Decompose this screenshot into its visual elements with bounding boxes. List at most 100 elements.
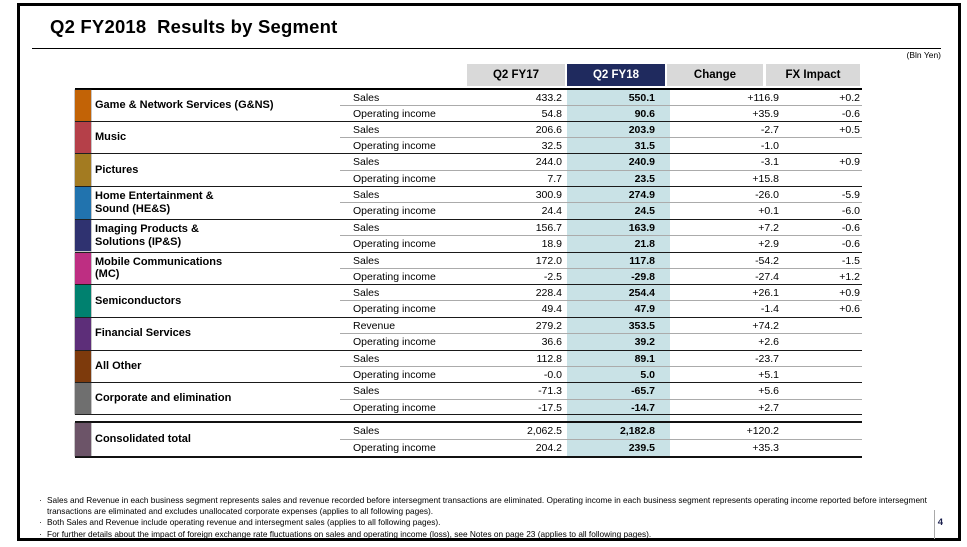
cell-change: -2.7: [760, 123, 779, 136]
row-label: Operating income: [353, 172, 436, 185]
cell-fy17: 172.0: [535, 254, 562, 267]
row-label: Operating income: [353, 139, 436, 152]
cell-fy17: 7.7: [547, 172, 562, 185]
footnotes: · Sales and Revenue in each business segm…: [38, 495, 936, 540]
table-row: Sales 2,062.5 2,182.8 +120.2: [75, 423, 862, 441]
segment-block: All Other Sales 112.8 89.1 -23.7 Operating in…: [75, 349, 862, 383]
table-row: Revenue 279.2 353.5 +74.2: [75, 318, 862, 334]
cell-fy18: 203.9: [628, 123, 655, 136]
cell-fy17: 36.6: [541, 336, 562, 349]
cell-change: -1.0: [760, 139, 779, 152]
segment-name: Pictures: [95, 163, 139, 176]
footnote-bullet: ·: [39, 517, 42, 528]
row-label: Sales: [353, 189, 380, 202]
table-row: Operating income 18.9 21.8 +2.9 -0.6: [75, 235, 862, 252]
segment-name: Financial Services: [95, 327, 191, 340]
segment-color-bar: [75, 121, 91, 154]
cell-fy17: 206.6: [535, 123, 562, 136]
cell-fy17: 300.9: [535, 189, 562, 202]
row-label: Sales: [353, 287, 380, 300]
cell-fy17: 156.7: [535, 221, 562, 234]
cell-fy18: 240.9: [628, 156, 655, 169]
footnote-text: For further details about the impact of …: [47, 528, 652, 539]
table-row: Sales 300.9 274.9 -26.0 -5.9: [75, 187, 862, 203]
row-label: Operating income: [353, 401, 436, 414]
row-label: Operating income: [353, 270, 436, 283]
cell-fy17: -2.5: [543, 270, 562, 283]
column-header-q2fy17: Q2 FY17: [467, 64, 565, 86]
row-label: Operating income: [353, 303, 436, 316]
cell-fx: -5.9: [841, 189, 860, 202]
cell-fy17: 49.4: [541, 303, 562, 316]
cell-fx: -0.6: [841, 221, 860, 234]
cell-fy18: 254.4: [628, 287, 655, 300]
cell-change: -27.4: [755, 270, 779, 283]
cell-fy18: 353.5: [628, 319, 655, 332]
cell-fy18: 47.9: [634, 303, 655, 316]
row-label: Sales: [353, 254, 380, 267]
table-row: Sales 433.2 550.1 +116.9 +0.2: [75, 90, 862, 106]
cell-fx: +0.9: [839, 287, 860, 300]
cell-fy18: 550.1: [628, 92, 655, 104]
page-title: Q2 FY2018 Results by Segment: [50, 16, 338, 37]
table-row: Operating income -17.5 -14.7 +2.7: [75, 398, 862, 416]
segment-block: Financial Services Revenue 279.2 353.5 +74.2…: [75, 316, 862, 350]
cell-change: +2.9: [758, 238, 779, 251]
cell-fy18: -29.8: [631, 270, 655, 283]
row-label: Sales: [353, 385, 380, 398]
segment-name: Game & Network Services (G&NS): [95, 99, 274, 112]
cell-fy17: 24.4: [541, 205, 562, 218]
table-row: Sales -71.3 -65.7 +5.6: [75, 383, 862, 399]
cell-change: +0.1: [758, 205, 779, 218]
cell-change: +2.7: [758, 401, 779, 414]
cell-fy17: 32.5: [541, 139, 562, 152]
cell-fy18: 23.5: [634, 172, 655, 185]
cell-fy17: 433.2: [535, 92, 562, 104]
segment-color-bar: [75, 90, 91, 121]
segment-name: Mobile Communications (MC): [95, 255, 223, 281]
cell-fy17: 18.9: [541, 238, 562, 251]
segment-name: Home Entertainment & Sound (HE&S): [95, 190, 214, 215]
cell-change: +26.1: [752, 287, 779, 300]
cell-fy18: 39.2: [634, 336, 655, 349]
cell-fx: +0.6: [839, 303, 860, 316]
segment-color-bar: [75, 317, 91, 350]
segment-block: Music Sales 206.6 203.9 -2.7 +0.5 Operating in…: [75, 120, 862, 154]
row-label: Operating income: [353, 205, 436, 218]
segment-color-bar: [75, 187, 91, 219]
cell-change: +35.3: [752, 442, 779, 455]
fy18-highlight-band: [567, 88, 670, 457]
table-row: Sales 244.0 240.9 -3.1 +0.9: [75, 154, 862, 170]
segment-color-bar: [75, 154, 91, 187]
segment-name: All Other: [95, 360, 142, 373]
footnote-bullet: ·: [39, 528, 42, 539]
cell-change: -23.7: [755, 352, 779, 365]
cell-fy18: 31.5: [634, 139, 655, 152]
segment-color-bar: [75, 252, 91, 285]
cell-fx: +0.9: [839, 156, 860, 169]
row-label: Sales: [353, 123, 380, 136]
table-row: Operating income 36.6 39.2 +2.6: [75, 333, 862, 350]
cell-fy17: 54.8: [541, 108, 562, 121]
cell-change: +5.1: [758, 368, 779, 381]
footnote-text: Sales and Revenue in each business segme…: [47, 495, 927, 516]
segment-block: Home Entertainment & Sound (HE&S) Sales 30…: [75, 186, 862, 219]
table-row: Sales 112.8 89.1 -23.7: [75, 351, 862, 367]
footnote-bullet: ·: [39, 495, 42, 505]
unit-label: (Bln Yen): [906, 50, 942, 60]
cell-change: +15.8: [752, 172, 779, 185]
slide-border: [17, 3, 961, 541]
segment-block: Pictures Sales 244.0 240.9 -3.1 +0.9 Operating…: [75, 153, 862, 187]
cell-change: -1.4: [760, 303, 779, 316]
cell-change: +116.9: [747, 92, 779, 104]
segment-block: Corporate and elimination Sales -71.3 -65.7…: [75, 382, 862, 415]
table-row: Operating income 24.4 24.5 +0.1 -6.0: [75, 202, 862, 219]
footnote-item: · For further details about the impact of…: [38, 529, 936, 540]
column-header-change: Change: [667, 64, 763, 86]
cell-fy17: -0.0: [543, 368, 562, 381]
table-row: Operating income 7.7 23.5 +15.8: [75, 169, 862, 187]
table-row: Operating income -0.0 5.0 +5.1: [75, 365, 862, 383]
table-row: Sales 172.0 117.8 -54.2 -1.5: [75, 253, 862, 269]
cell-fy18: 239.5: [628, 442, 655, 455]
segment-name: Semiconductors: [95, 294, 182, 307]
